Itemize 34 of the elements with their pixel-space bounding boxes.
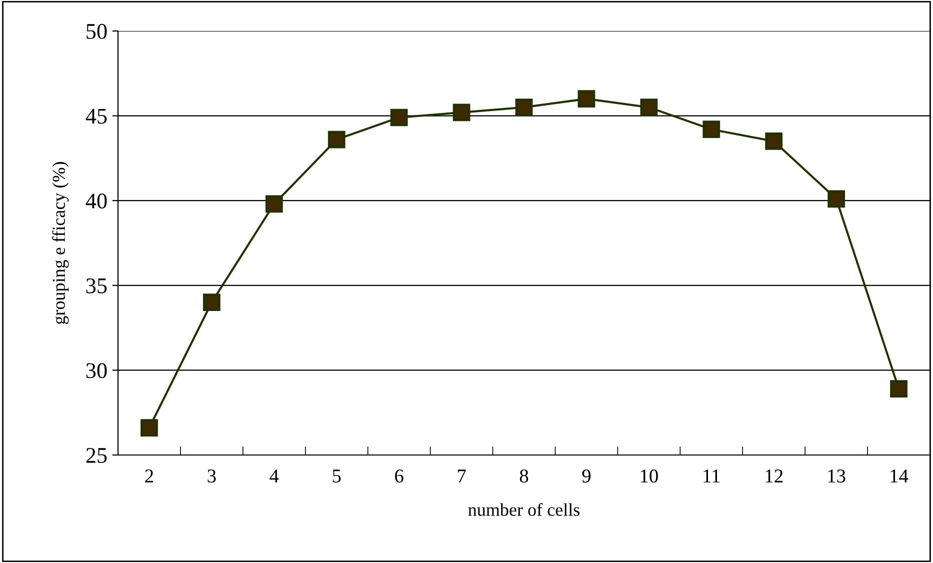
y-tick-label: 45 bbox=[86, 108, 107, 124]
x-tick-label: 5 bbox=[332, 470, 341, 483]
point bbox=[140, 419, 158, 437]
x-tick-label: 7 bbox=[458, 470, 466, 482]
point bbox=[765, 132, 783, 150]
x-tick-label: 9 bbox=[582, 470, 591, 483]
point bbox=[515, 98, 533, 116]
y-tick-label: 50 bbox=[86, 24, 107, 39]
x-tick-label: 6 bbox=[395, 470, 404, 483]
point bbox=[640, 98, 658, 116]
point bbox=[390, 108, 408, 126]
point bbox=[828, 190, 845, 208]
y-tick-label: 30 bbox=[86, 363, 107, 378]
point bbox=[890, 380, 908, 398]
x-tick-label: 14 bbox=[890, 470, 908, 482]
y-tick-label: 25 bbox=[86, 448, 107, 463]
y-axis-title: grouping e fficacy (%) bbox=[52, 162, 69, 324]
y-tick-label: 40 bbox=[86, 194, 107, 209]
x-tick-label: 13 bbox=[828, 470, 846, 483]
x-tick-label: 10 bbox=[640, 469, 658, 483]
x-tick-label: 4 bbox=[270, 470, 279, 482]
point bbox=[203, 294, 220, 312]
point bbox=[328, 130, 346, 148]
point bbox=[265, 195, 283, 213]
x-tick-label: 2 bbox=[145, 470, 154, 482]
x-tick-label: 8 bbox=[520, 469, 528, 483]
x-tick-label: 3 bbox=[208, 470, 216, 483]
x-tick-label: 12 bbox=[766, 470, 782, 482]
point bbox=[578, 90, 596, 108]
x-tick-label: 11 bbox=[704, 470, 720, 482]
y-tick-label: 35 bbox=[86, 278, 107, 294]
point bbox=[702, 120, 720, 138]
x-axis-title: number of cells bbox=[468, 503, 580, 516]
point bbox=[452, 104, 470, 122]
